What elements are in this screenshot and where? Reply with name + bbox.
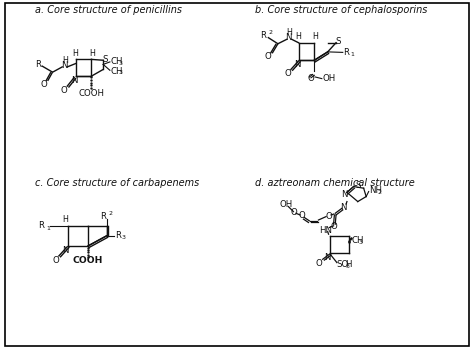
Text: O: O <box>52 255 59 265</box>
Text: 2: 2 <box>378 190 382 195</box>
Text: H: H <box>90 49 95 58</box>
Text: 1: 1 <box>46 226 50 231</box>
Text: SO: SO <box>336 260 348 269</box>
Text: S: S <box>335 37 340 46</box>
Text: OH: OH <box>323 74 336 83</box>
Text: N: N <box>340 203 347 212</box>
Text: H: H <box>286 28 292 37</box>
Text: H: H <box>63 215 69 224</box>
Text: COOH: COOH <box>73 257 103 266</box>
Text: 3: 3 <box>346 264 350 269</box>
Text: N: N <box>62 246 69 254</box>
Text: d. aztreonam chemical structure: d. aztreonam chemical structure <box>255 178 415 188</box>
Text: O: O <box>316 259 323 268</box>
Text: N: N <box>61 61 67 70</box>
Text: O: O <box>61 86 67 95</box>
Text: H: H <box>62 56 68 65</box>
Text: S: S <box>102 55 108 64</box>
Text: O: O <box>290 208 297 217</box>
Text: O: O <box>40 80 47 89</box>
Text: R: R <box>100 212 106 221</box>
Text: R: R <box>115 231 121 240</box>
Text: R: R <box>260 31 266 40</box>
Text: N: N <box>72 76 78 85</box>
Text: O: O <box>330 222 337 231</box>
Text: N: N <box>341 190 347 199</box>
Text: 3: 3 <box>118 61 123 66</box>
Text: H: H <box>345 260 352 269</box>
Text: OH: OH <box>279 200 292 209</box>
Text: 3: 3 <box>118 70 123 75</box>
Text: CH: CH <box>351 236 364 245</box>
Text: CH: CH <box>111 67 123 76</box>
Text: COOH: COOH <box>79 89 104 98</box>
Text: O: O <box>284 69 291 78</box>
Text: c. Core structure of carbapenems: c. Core structure of carbapenems <box>35 178 199 188</box>
Text: HN: HN <box>319 225 332 235</box>
Text: 3: 3 <box>121 235 125 240</box>
Text: N: N <box>294 60 301 69</box>
Text: R: R <box>35 60 41 69</box>
Text: H: H <box>312 32 318 41</box>
Text: b. Core structure of cephalosporins: b. Core structure of cephalosporins <box>255 5 428 15</box>
Text: N: N <box>285 33 292 42</box>
Text: O: O <box>299 211 305 220</box>
Text: H: H <box>73 49 79 58</box>
Text: O: O <box>265 52 272 61</box>
Text: 1: 1 <box>350 52 354 57</box>
Text: S: S <box>355 181 361 190</box>
Text: NH: NH <box>370 186 383 195</box>
Text: 2: 2 <box>268 30 272 36</box>
Text: CH: CH <box>111 57 123 66</box>
Text: 3: 3 <box>359 239 363 245</box>
Text: R: R <box>38 221 44 230</box>
Text: N: N <box>325 253 331 262</box>
Text: a. Core structure of penicillins: a. Core structure of penicillins <box>35 5 182 15</box>
Text: H: H <box>295 32 301 41</box>
Text: R: R <box>344 48 350 57</box>
Text: O: O <box>308 74 314 83</box>
Text: O: O <box>325 212 332 221</box>
Text: 2: 2 <box>108 211 112 216</box>
